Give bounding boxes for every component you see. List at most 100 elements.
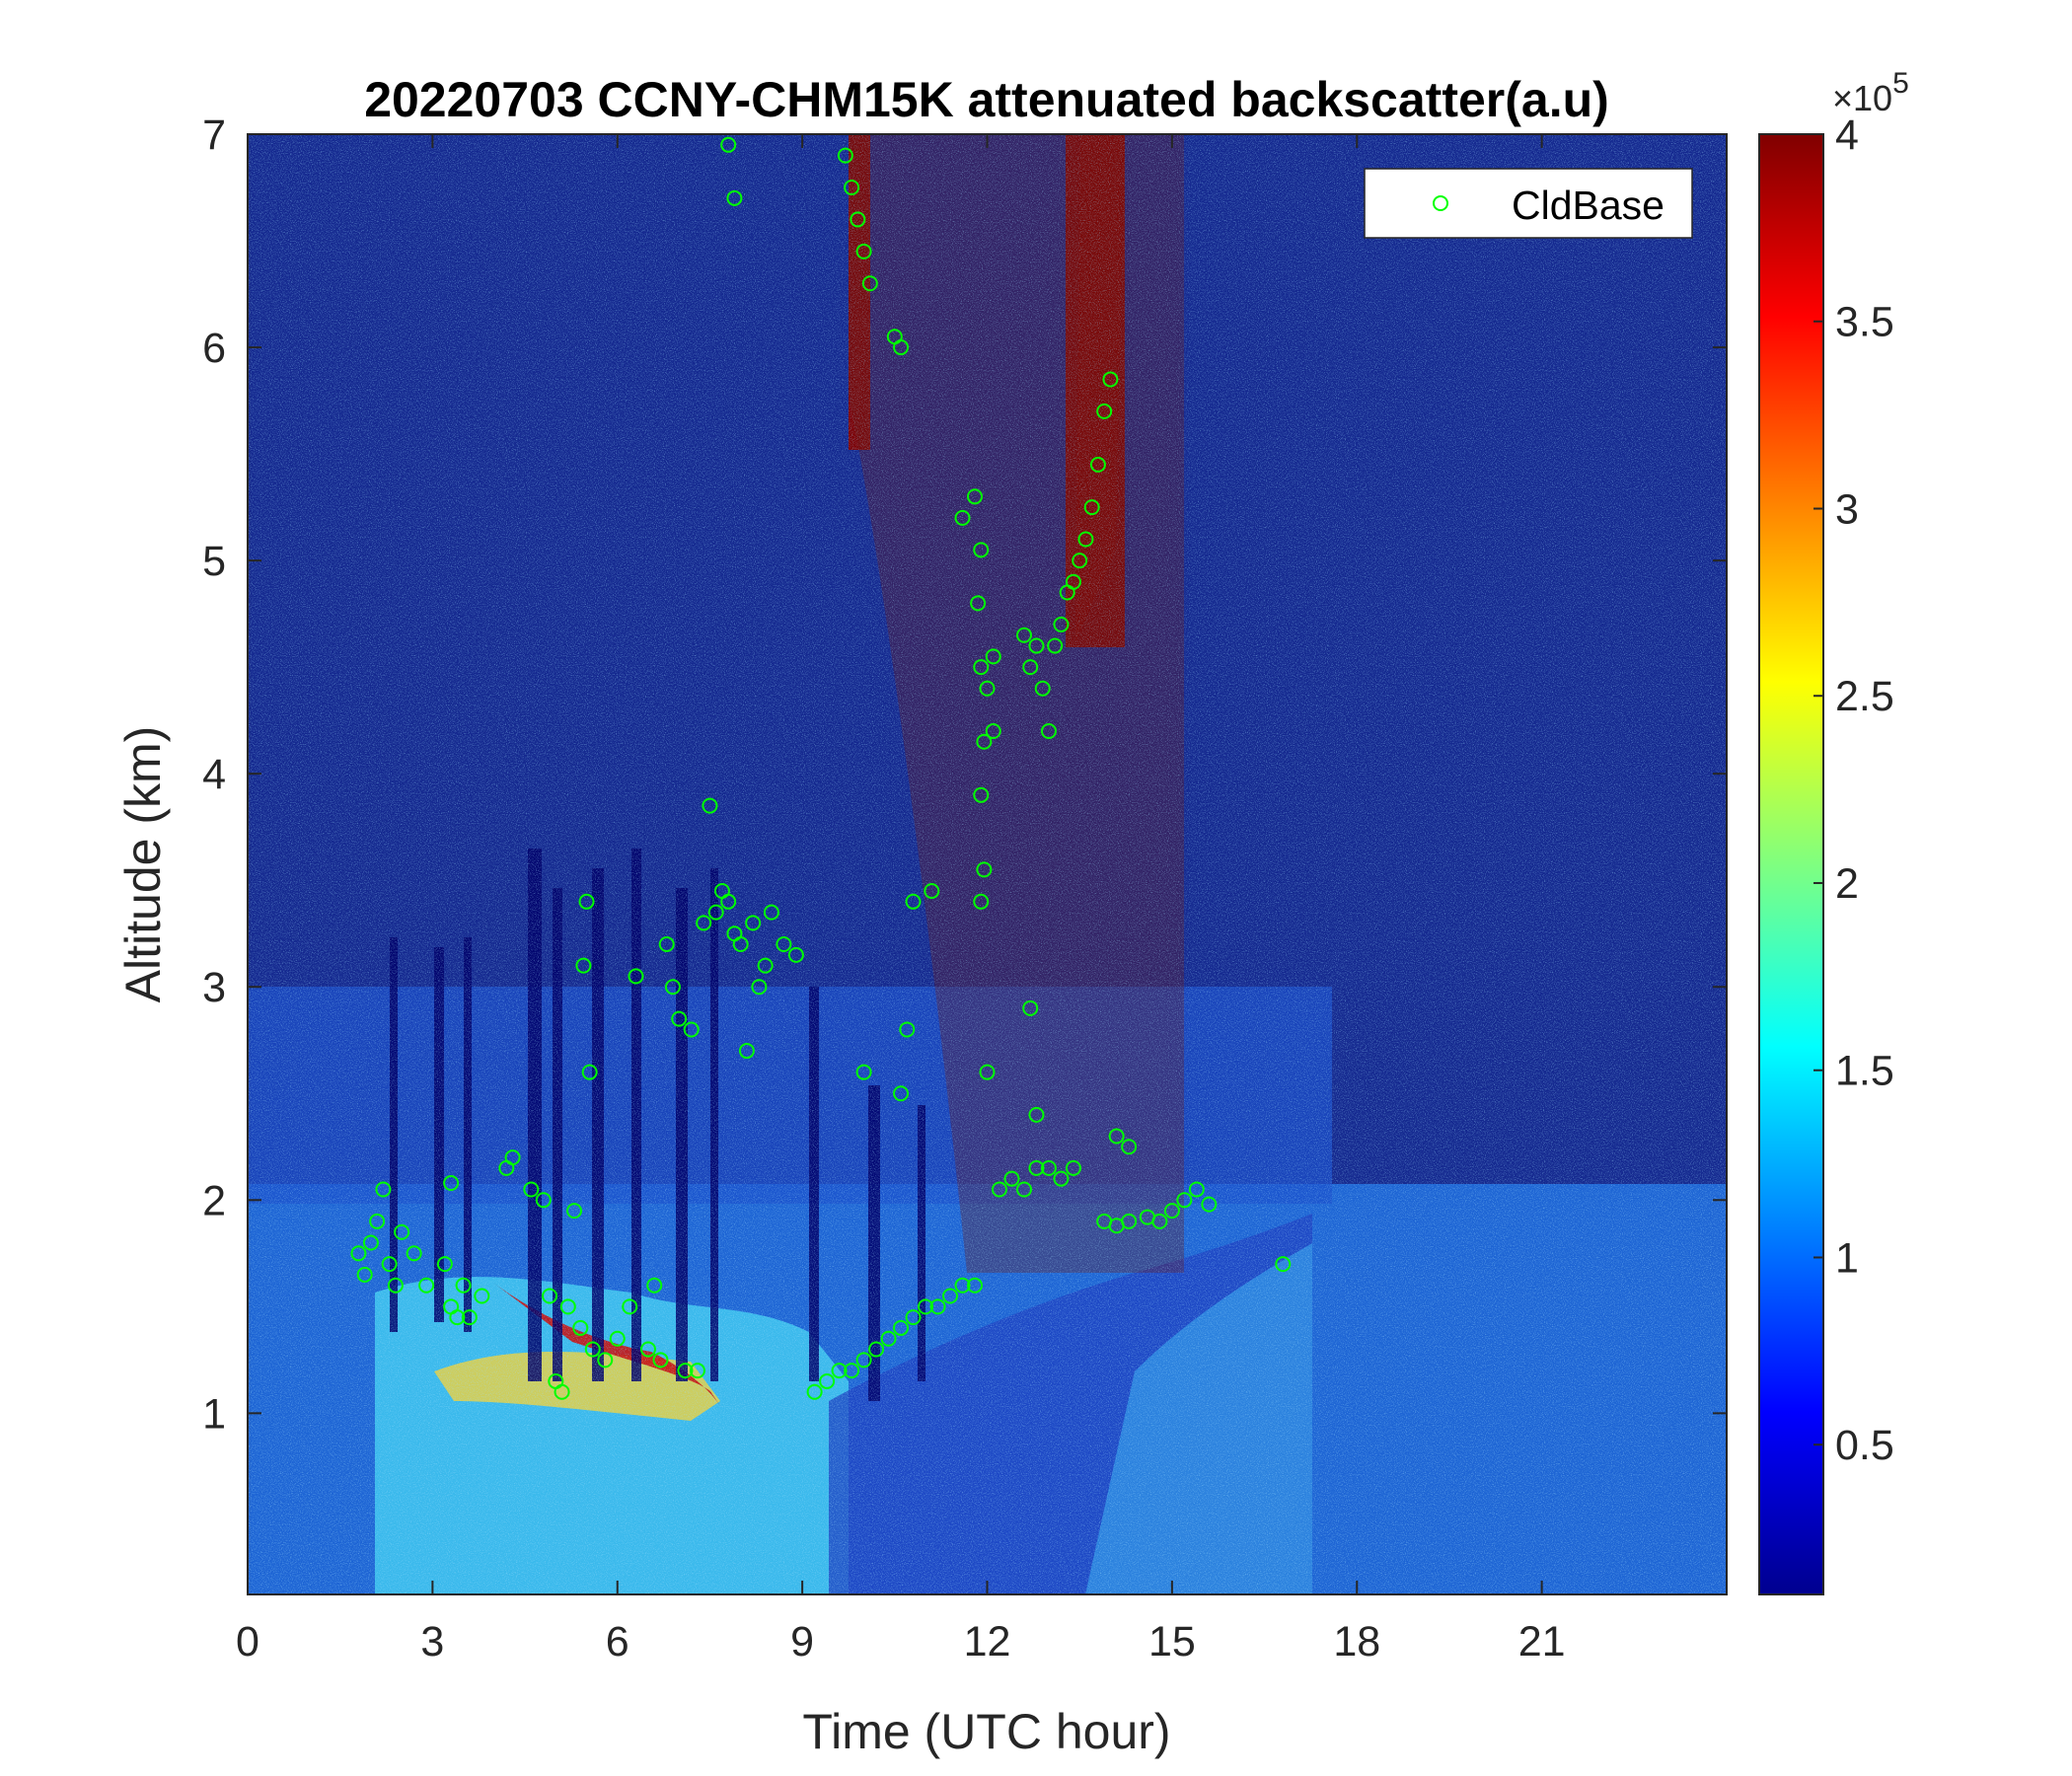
cldbase-point — [942, 1288, 959, 1304]
cldbase-point — [893, 339, 910, 356]
cldbase-point — [855, 1352, 872, 1369]
cldbase-point — [1188, 1181, 1205, 1198]
cldbase-point — [1028, 1106, 1045, 1123]
y-tick-label: 5 — [202, 538, 226, 585]
cldbase-point — [973, 542, 990, 558]
cldbase-point — [868, 1341, 885, 1358]
cldbase-point — [1108, 1128, 1125, 1145]
cldbase-point — [689, 1363, 705, 1379]
y-tick-label: 6 — [202, 325, 226, 372]
cldbase-point — [707, 904, 724, 921]
cldbase-point — [535, 1192, 552, 1209]
cldbase-point — [683, 1021, 700, 1038]
cldbase-point — [375, 1181, 392, 1198]
cldbase-point — [1028, 1159, 1045, 1176]
y-axis-ticks: 1 2 3 4 5 6 7 — [202, 111, 1727, 1438]
cldbase-point — [1163, 1203, 1180, 1220]
cldbase-point — [387, 1277, 404, 1294]
cldbase-point — [970, 595, 987, 612]
legend-cldbase-label: CldBase — [1512, 183, 1665, 228]
cldbase-point — [1201, 1196, 1218, 1213]
cldbase-point — [720, 893, 737, 910]
cldbase-point — [461, 1309, 478, 1326]
cldbase-point — [918, 1298, 934, 1315]
cldbase-point — [504, 1149, 521, 1166]
cldbase-point — [639, 1341, 656, 1358]
cldbase-point — [671, 1010, 688, 1027]
cldbase-point — [893, 1319, 910, 1336]
cldbase-point — [449, 1309, 466, 1326]
cldbase-point — [362, 1234, 379, 1251]
cldbase-point — [929, 1298, 946, 1315]
cldbase-point — [837, 147, 853, 164]
cldbase-point — [418, 1277, 435, 1294]
cldbase-point — [652, 1352, 669, 1369]
x-tick-label: 21 — [1518, 1618, 1566, 1665]
cldbase-point — [905, 893, 922, 910]
cldbase-point — [850, 211, 866, 228]
cldbase-point — [578, 893, 595, 910]
cldbase-point — [967, 488, 984, 505]
cldbase-point — [356, 1266, 373, 1283]
cldbase-point — [664, 979, 681, 996]
cldbase-point — [1151, 1213, 1168, 1229]
x-tick-label: 6 — [606, 1618, 629, 1665]
cldbase-point — [954, 1277, 971, 1294]
cldbase-point — [1102, 371, 1119, 388]
cldbase-point — [1022, 659, 1039, 676]
cldbase-point — [745, 915, 762, 931]
cldbase-point — [566, 1203, 583, 1220]
cldbase-point — [776, 936, 792, 953]
cldbase-point — [893, 1085, 910, 1102]
cldbase-point — [1015, 627, 1032, 643]
colorbar-tick-label: 4 — [1835, 111, 1859, 159]
cldbase-point — [1022, 999, 1039, 1016]
cldbase-point — [991, 1181, 1007, 1198]
colorbar-tick-label: 3.5 — [1835, 299, 1894, 346]
cldbase-point — [967, 1277, 984, 1294]
cldbase-point — [976, 861, 993, 878]
cldbase-point — [1121, 1139, 1138, 1155]
cldbase-point — [1096, 403, 1113, 419]
cldbase-point — [542, 1288, 558, 1304]
x-tick-label: 3 — [420, 1618, 444, 1665]
cldbase-point — [1176, 1192, 1193, 1209]
cldbase-point — [924, 883, 940, 900]
cldbase-point — [628, 968, 644, 985]
cldbase-point — [1053, 1170, 1070, 1187]
cldbase-point — [455, 1277, 472, 1294]
cldbase-point — [819, 1372, 836, 1389]
cldbase-point — [726, 189, 743, 206]
cldbase-point — [523, 1181, 540, 1198]
x-tick-label: 12 — [964, 1618, 1011, 1665]
cldbase-point — [855, 243, 872, 259]
cldbase-point — [696, 915, 712, 931]
cldbase-point — [474, 1288, 490, 1304]
x-tick-label: 9 — [790, 1618, 814, 1665]
cldbase-point — [1015, 1181, 1032, 1198]
legend: CldBase — [1364, 168, 1693, 239]
cldbase-point — [899, 1021, 916, 1038]
cldbase-point — [609, 1330, 626, 1347]
cldbase-point — [406, 1245, 422, 1262]
cldbase-point — [381, 1256, 398, 1273]
cldbase-point — [622, 1298, 638, 1315]
cldbase-point — [597, 1352, 614, 1369]
cldbase-point — [738, 1043, 755, 1060]
colorbar-tick-label: 2 — [1835, 860, 1859, 908]
cldbase-point — [1034, 680, 1051, 697]
cldbase-point — [584, 1341, 601, 1358]
colorbar-ticks: 0.5 1 1.5 2 2.5 3 3.5 4 — [1813, 111, 1894, 1469]
colorbar-tick-label: 2.5 — [1835, 673, 1894, 720]
cldbase-point — [1047, 637, 1064, 654]
cldbase-point — [1040, 1159, 1057, 1176]
cldbase-point — [677, 1363, 694, 1379]
cldbase-point — [1121, 1213, 1138, 1229]
y-axis-label: Altitude (km) — [115, 726, 171, 1003]
cldbase-point — [369, 1213, 386, 1229]
colorbar-tick-label: 3 — [1835, 485, 1859, 533]
cldbase-point — [905, 1309, 922, 1326]
cldbase-point — [973, 786, 990, 803]
x-axis-ticks: 0 3 6 9 12 15 18 21 — [236, 134, 1566, 1665]
